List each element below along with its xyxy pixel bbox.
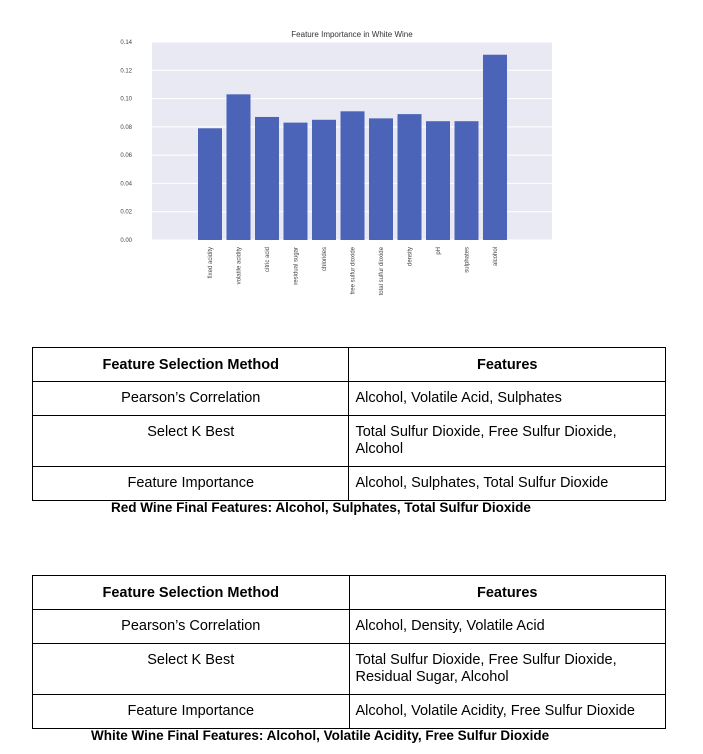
white-wine-table: Feature Selection Method Features Pearso… — [32, 575, 666, 729]
bar — [426, 121, 450, 240]
table-row: Feature Importance Alcohol, Sulphates, T… — [31, 466, 666, 501]
features-cell: Total Sulfur Dioxide, Free Sulfur Dioxid… — [348, 643, 666, 695]
x-tick-label: citric acid — [265, 247, 271, 272]
chart-title: Feature Importance in White Wine — [291, 30, 413, 39]
features-cell: Alcohol, Density, Volatile Acid — [348, 609, 666, 644]
y-tick-label: 0.06 — [120, 153, 132, 159]
red-wine-caption: Red Wine Final Features: Alcohol, Sulpha… — [111, 500, 531, 515]
method-cell: Feature Importance — [32, 694, 350, 729]
table-header-row: Feature Selection Method Features — [32, 575, 666, 610]
method-cell: Pearson’s Correlation — [32, 609, 350, 644]
table-row: Select K Best Total Sulfur Dioxide, Free… — [32, 643, 666, 695]
y-tick-label: 0.12 — [120, 68, 132, 74]
x-tick-label: fixed acidity — [208, 247, 214, 278]
method-cell: Select K Best — [31, 415, 350, 467]
table-row: Pearson’s Correlation Alcohol, Volatile … — [31, 381, 666, 416]
y-tick-label: 0.04 — [120, 181, 132, 187]
x-tick-label: density — [408, 247, 414, 266]
x-tick-label: pH — [436, 247, 442, 255]
y-tick-label: 0.14 — [120, 40, 132, 46]
y-tick-label: 0.10 — [120, 97, 132, 103]
method-cell: Feature Importance — [31, 466, 350, 501]
x-tick-label: alcohol — [493, 247, 499, 266]
method-cell: Select K Best — [32, 643, 350, 695]
table-row: Feature Importance Alcohol, Volatile Aci… — [32, 694, 666, 729]
x-tick-label: chlorides — [322, 247, 328, 271]
x-tick-label: volatile acidity — [237, 247, 243, 284]
bar — [369, 118, 393, 240]
bar — [255, 116, 279, 240]
y-tick-label: 0.00 — [120, 238, 132, 244]
bar — [340, 111, 365, 240]
y-axis-ticks: 0.00 0.02 0.04 0.06 0.08 0.10 0.12 0.14 — [120, 40, 132, 244]
bar — [454, 121, 479, 240]
bar — [283, 122, 308, 240]
x-tick-label: free sulfur dioxide — [351, 246, 357, 294]
bars — [198, 54, 507, 240]
x-axis-ticks: fixed acidity volatile acidity citric acid… — [208, 246, 499, 295]
y-tick-label: 0.02 — [120, 210, 132, 216]
bar — [198, 128, 222, 240]
bar — [226, 94, 251, 240]
header-features: Features — [348, 575, 666, 610]
y-tick-label: 0.08 — [120, 125, 132, 131]
feature-importance-chart: Feature Importance in White Wine 0.000.0… — [120, 30, 552, 295]
x-tick-label: residual sugar — [294, 247, 300, 285]
bar — [397, 114, 422, 240]
features-cell: Total Sulfur Dioxide, Free Sulfur Dioxid… — [348, 415, 666, 467]
header-method: Feature Selection Method — [32, 575, 350, 610]
features-cell: Alcohol, Volatile Acid, Sulphates — [348, 381, 666, 416]
features-cell: Alcohol, Sulphates, Total Sulfur Dioxide — [348, 466, 666, 501]
method-cell: Pearson’s Correlation — [31, 381, 350, 416]
table-header-row: Feature Selection Method Features — [31, 347, 666, 382]
table-row: Pearson’s Correlation Alcohol, Density, … — [32, 609, 666, 644]
x-tick-label: total sulfur dioxide — [379, 246, 385, 295]
x-tick-label: sulphates — [465, 247, 471, 273]
bar — [483, 54, 507, 240]
header-method: Feature Selection Method — [31, 347, 350, 382]
bar — [312, 119, 336, 240]
white-wine-caption: White Wine Final Features: Alcohol, Vola… — [91, 728, 550, 743]
header-features: Features — [348, 347, 666, 382]
table-row: Select K Best Total Sulfur Dioxide, Free… — [31, 415, 666, 467]
red-wine-table: Feature Selection Method Features Pearso… — [31, 347, 666, 501]
features-cell: Alcohol, Volatile Acidity, Free Sulfur D… — [348, 694, 666, 729]
